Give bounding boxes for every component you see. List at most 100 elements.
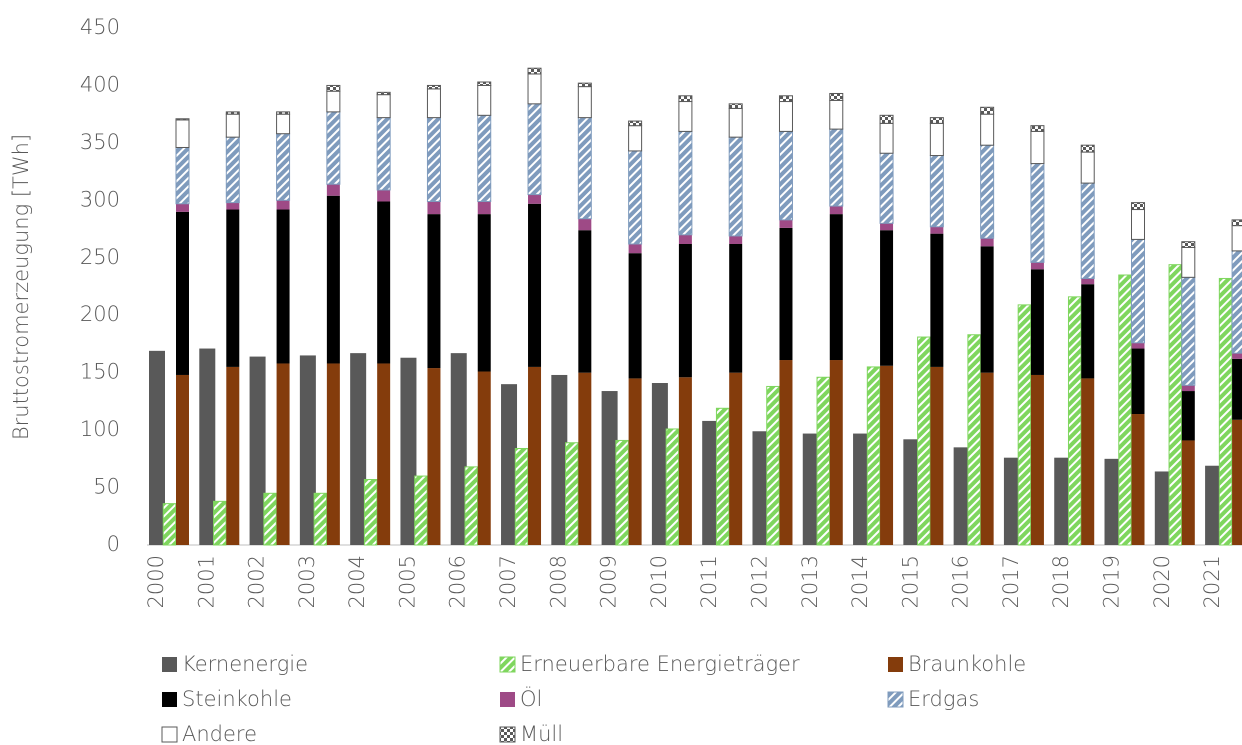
y-tick-label: 350: [80, 130, 120, 154]
x-tick-label: 2002: [245, 555, 269, 608]
bar: [528, 194, 542, 204]
bar: [980, 372, 994, 545]
bar: [778, 95, 793, 103]
x-tick-label: 2018: [1049, 555, 1073, 608]
bar: [880, 365, 894, 545]
bar: [199, 348, 216, 545]
bar: [1218, 277, 1233, 546]
bar: [326, 363, 340, 545]
x-tick-label: 2008: [546, 555, 570, 608]
bar: [450, 353, 467, 545]
bar: [326, 90, 341, 113]
y-tick-label: 250: [80, 245, 120, 269]
bar: [1131, 238, 1146, 344]
bar: [929, 117, 944, 124]
x-tick-label: 2003: [295, 555, 319, 608]
bar: [678, 130, 693, 236]
legend-swatch: [887, 691, 904, 708]
bar: [1030, 130, 1045, 165]
bar: [1003, 457, 1020, 545]
bar: [1081, 284, 1095, 379]
bar: [778, 130, 793, 221]
y-tick-label: 450: [80, 15, 120, 39]
x-tick-label: 2010: [647, 555, 671, 608]
bar: [226, 366, 240, 545]
bar: [1181, 440, 1195, 545]
legend-swatch: [161, 726, 178, 743]
x-tick-label: 2000: [144, 555, 168, 608]
bar: [853, 433, 870, 545]
bar: [678, 95, 693, 103]
bar: [729, 243, 743, 373]
x-tick-label: 2006: [446, 555, 470, 608]
bar: [829, 99, 844, 130]
bar: [628, 120, 643, 127]
bar: [377, 201, 391, 364]
bar: [551, 374, 568, 545]
x-tick-label: 2013: [798, 555, 822, 608]
bar: [249, 356, 266, 545]
bar: [1080, 182, 1095, 279]
y-tick-label: 0: [107, 532, 120, 556]
y-tick-label: 50: [93, 475, 120, 499]
bar: [528, 203, 542, 367]
bar: [276, 113, 291, 135]
bar: [702, 420, 719, 545]
x-tick-label: 2001: [194, 555, 218, 608]
bar: [276, 363, 290, 545]
x-tick-label: 2007: [496, 555, 520, 608]
x-tick-label: 2004: [345, 555, 369, 608]
bar: [1181, 246, 1196, 278]
x-tick-label: 2012: [747, 555, 771, 608]
y-axis-label: Bruttostromerzeugung [TWh]: [9, 134, 33, 440]
bar: [1168, 264, 1183, 546]
bar: [980, 144, 995, 239]
bar: [728, 136, 743, 237]
bar: [1181, 241, 1196, 248]
bar: [678, 234, 692, 244]
y-tick-label: 400: [80, 72, 120, 96]
bar: [426, 84, 441, 90]
bar: [213, 500, 227, 546]
bar: [1181, 385, 1195, 392]
bar: [1154, 471, 1171, 545]
bar: [1232, 353, 1242, 359]
legend-swatch: [162, 657, 177, 672]
y-tick-label: 200: [80, 302, 120, 326]
bar: [1131, 202, 1146, 211]
bar: [414, 475, 428, 546]
bar: [426, 88, 441, 119]
bar: [263, 492, 277, 546]
bar: [477, 84, 492, 116]
y-tick-label: 100: [80, 417, 120, 441]
bar: [779, 227, 793, 361]
legend-label: Öl: [520, 685, 542, 711]
bar: [400, 357, 417, 545]
bar: [729, 372, 743, 545]
bar: [1030, 374, 1044, 545]
bar: [917, 336, 931, 546]
bar: [1081, 378, 1095, 545]
bar: [766, 385, 780, 546]
bar: [376, 117, 391, 191]
bar: [930, 233, 944, 367]
legend-label: Steinkohle: [182, 687, 292, 711]
bar: [1231, 250, 1242, 354]
bar: [162, 503, 177, 546]
bar: [350, 353, 367, 545]
x-tick-label: 2009: [597, 555, 621, 608]
bar: [176, 374, 189, 545]
bar: [879, 122, 894, 154]
bar: [527, 73, 542, 105]
bar: [1104, 458, 1121, 545]
bar: [501, 384, 518, 545]
bar: [1232, 358, 1242, 420]
bar: [577, 82, 592, 88]
bar: [829, 128, 844, 207]
legend-label: Andere: [182, 722, 257, 745]
bar: [527, 67, 542, 75]
bar: [577, 117, 592, 220]
legend-label: Erdgas: [908, 687, 979, 711]
bar: [376, 94, 391, 119]
y-tick-label: 150: [80, 360, 120, 384]
